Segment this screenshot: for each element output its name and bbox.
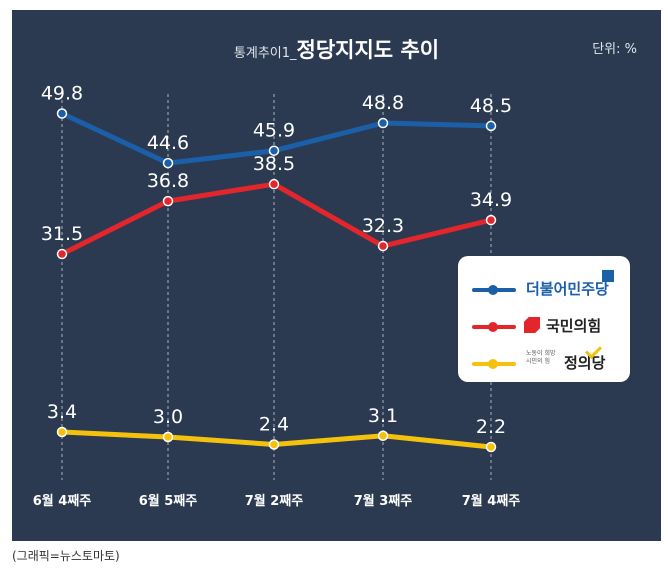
data-point [162, 157, 174, 169]
caption: (그래픽=뉴스토마토) [12, 549, 120, 563]
data-point [268, 145, 280, 156]
legend-dot-justice [488, 359, 498, 369]
hexagon-icon [524, 317, 540, 333]
data-point [485, 120, 497, 132]
legend-label-justice: 정의당 [564, 354, 606, 372]
legend-dot-ppp [488, 322, 498, 332]
data-label: 31.5 [41, 223, 83, 245]
data-label: 32.3 [362, 215, 404, 237]
x-tick-label: 6월 4째주 [33, 493, 92, 509]
legend-item-justice: 노동이 희망 시민의 힘 정의당 [458, 342, 630, 378]
data-label: 45.9 [253, 120, 295, 142]
data-point [485, 441, 497, 453]
title-main: 정당지지도 추이 [296, 38, 440, 62]
data-point [56, 108, 68, 119]
legend-dot-democratic [488, 285, 498, 295]
flag-icon [602, 270, 614, 282]
data-point [268, 439, 280, 450]
chart-title: 통계추이1_정당지지도 추이 [12, 34, 661, 64]
data-point [162, 431, 174, 443]
data-label: 49.8 [41, 83, 83, 105]
title-prefix: 통계추이1_ [233, 46, 297, 61]
line-chart: 6월 4째주 6월 5째주 7월 2째주 7월 3째주 7월 4째주 49.8 44.6 45… [33, 83, 521, 509]
unit-label: 단위: % [592, 42, 637, 57]
data-label: 48.8 [362, 92, 404, 114]
data-label: 44.6 [147, 132, 189, 154]
data-point [56, 248, 68, 260]
data-label: 3.4 [47, 401, 77, 423]
legend-label-democratic: 더불어민주당 [526, 280, 609, 298]
data-point [485, 214, 497, 226]
data-point [56, 426, 68, 438]
data-label: 34.9 [470, 189, 512, 211]
data-point [377, 117, 389, 129]
data-label: 48.5 [470, 95, 512, 117]
x-tick-label: 6월 5째주 [139, 493, 198, 509]
legend-sub-justice: 노동이 희망 시민의 힘 [526, 350, 556, 365]
data-point [377, 430, 389, 441]
data-point [268, 178, 280, 190]
data-point [162, 195, 174, 207]
x-tick-label: 7월 3째주 [354, 493, 413, 509]
x-tick-label: 7월 2째주 [245, 493, 304, 509]
data-label: 3.0 [153, 406, 183, 428]
data-label: 38.5 [253, 153, 295, 175]
data-label: 2.2 [476, 416, 506, 438]
legend-item-ppp: 국민의힘 [458, 311, 630, 341]
data-label: 3.1 [368, 405, 398, 427]
legend: 더불어민주당 국민의힘 노동이 희망 시민의 힘 정의당 [458, 256, 630, 382]
chart-panel: 6월 4째주 6월 5째주 7월 2째주 7월 3째주 7월 4째주 49.8 44.6 45… [12, 10, 661, 541]
data-label: 2.4 [259, 414, 289, 436]
data-label: 36.8 [147, 170, 189, 192]
x-tick-label: 7월 4째주 [462, 493, 521, 509]
legend-item-democratic: 더불어민주당 [458, 270, 630, 304]
legend-label-ppp: 국민의힘 [546, 317, 602, 335]
series-line-1 [59, 181, 494, 257]
data-point [377, 240, 389, 252]
